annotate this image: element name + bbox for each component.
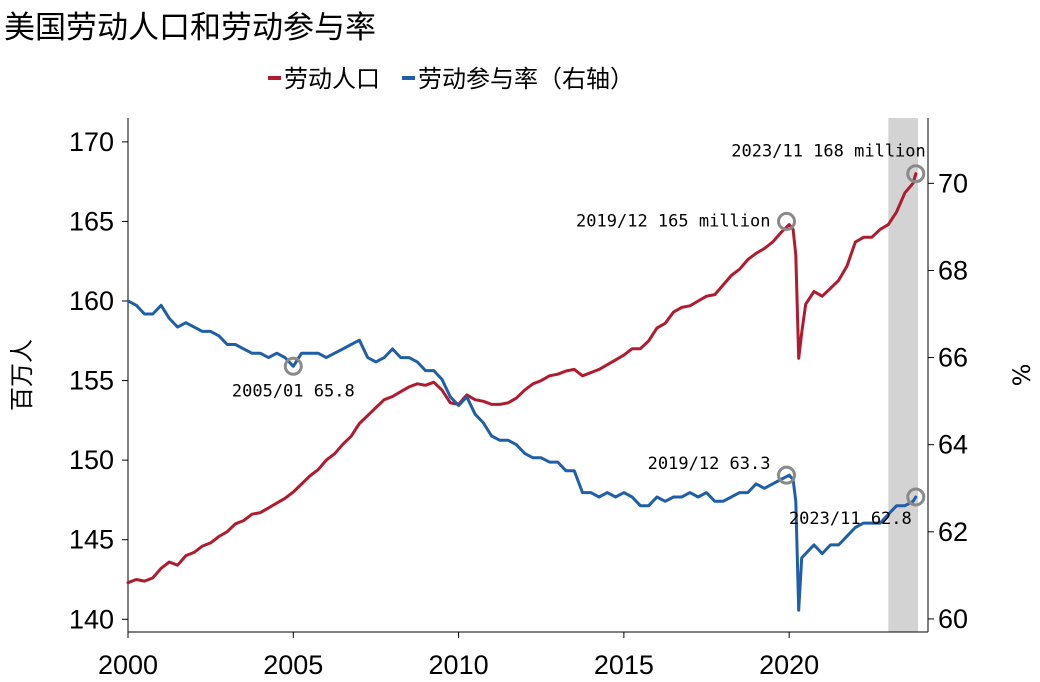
shaded-region	[888, 118, 919, 632]
legend-label-1: 劳动人口	[284, 65, 380, 93]
legend: 劳动人口 劳动参与率（右轴）	[268, 65, 634, 93]
annotation-marker	[283, 356, 303, 376]
y-left-tick-label: 165	[69, 206, 114, 236]
annotation-marker	[777, 211, 797, 231]
annotation-layer: 2005/01 65.8 2019/12 165 million 2019/12 6…	[232, 142, 926, 529]
annotation-marker	[906, 487, 926, 507]
series-line-1	[126, 172, 918, 585]
y-right-tick-label: 70	[938, 168, 968, 198]
annotation-label: 2019/12 63.3	[648, 454, 771, 474]
y-right-axis-label: %	[1008, 364, 1036, 387]
y-left-axis-label: 百万人	[8, 339, 36, 411]
x-tick-label: 2010	[429, 650, 489, 680]
y-right-tick-label: 64	[938, 430, 968, 460]
y-right-tick-label: 66	[938, 343, 968, 373]
annotation-marker	[777, 465, 797, 485]
y-left-tick-label: 140	[69, 604, 114, 634]
y-left-tick-label: 155	[69, 366, 114, 396]
y-left-tick-label: 160	[69, 286, 114, 316]
x-tick-label: 2000	[98, 650, 158, 680]
x-tick-label: 2020	[759, 650, 819, 680]
series-line-2	[126, 299, 918, 612]
annotation-label: 2019/12 165 million	[576, 211, 770, 231]
x-tick-label: 2015	[594, 650, 654, 680]
y-left-tick-label: 145	[69, 525, 114, 555]
chart-title: 美国劳动人口和劳动参与率	[4, 10, 376, 46]
y-left-tick-label: 150	[69, 445, 114, 475]
y-right-tick-label: 62	[938, 517, 968, 547]
marker-layer	[283, 164, 926, 507]
y-right-tick-label: 68	[938, 255, 968, 285]
y-left-tick-label: 170	[69, 127, 114, 157]
annotation-label: 2005/01 65.8	[232, 381, 355, 401]
axes-layer: 140 145 150 155 160 165 170 60 62 64 66 68 70 2000 200…	[8, 118, 1036, 680]
annotation-marker	[906, 164, 926, 184]
series-layer	[126, 172, 918, 612]
x-tick-label: 2005	[263, 650, 323, 680]
y-right-tick-label: 60	[938, 604, 968, 634]
annotation-label: 2023/11 168 million	[731, 142, 925, 162]
legend-label-2: 劳动参与率（右轴）	[418, 65, 634, 93]
shaded-region-layer	[888, 118, 919, 632]
annotation-label: 2023/11 62.8	[789, 509, 912, 529]
